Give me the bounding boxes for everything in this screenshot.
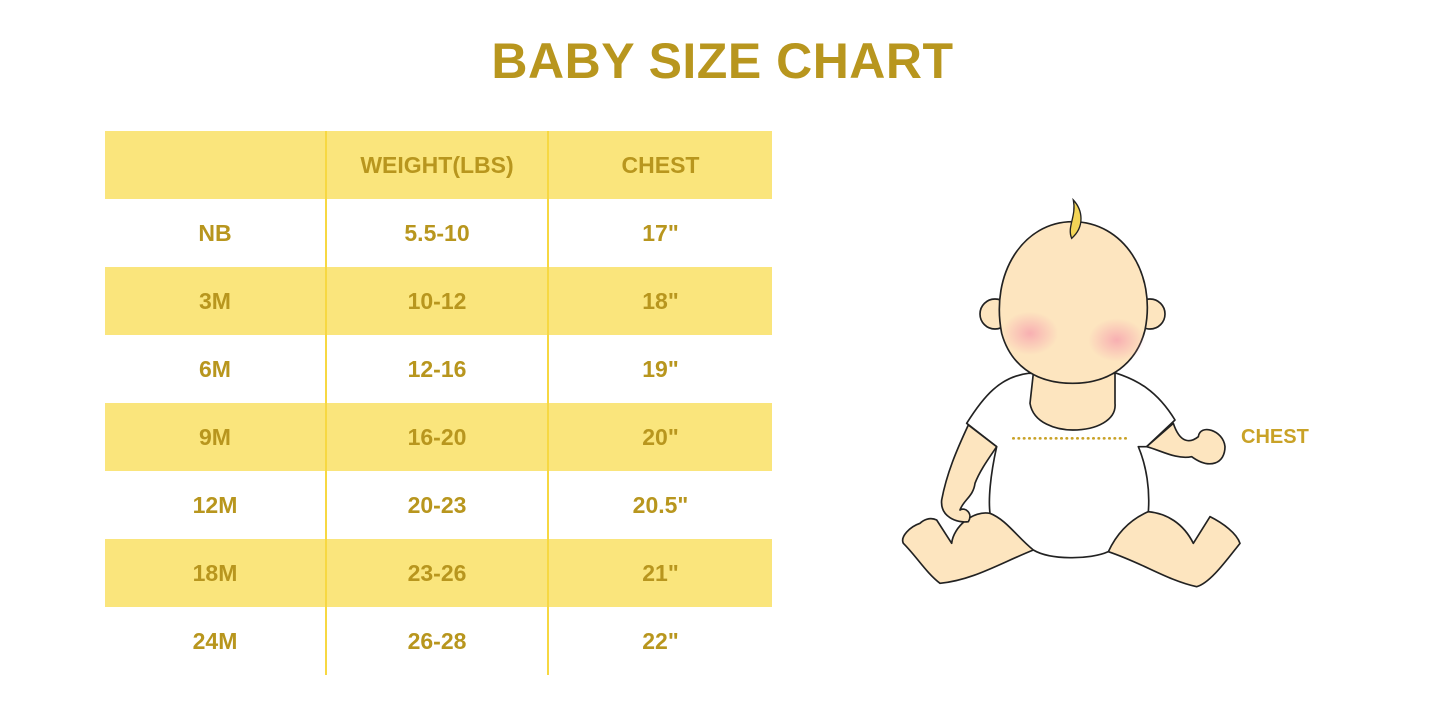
table-row: 3M 10-12 18" [105, 267, 772, 335]
chest-cell: 22" [642, 627, 679, 654]
chest-cell: 20" [642, 423, 679, 450]
header-chest: CHEST [621, 151, 700, 178]
table-row: 12M 20-23 20.5" [105, 471, 772, 539]
weight-cell: 16-20 [327, 403, 549, 471]
chest-cell: 21" [642, 559, 679, 586]
page-title: BABY SIZE CHART [491, 33, 954, 89]
table-row: 18M 23-26 21" [105, 539, 772, 607]
weight-cell: 5.5-10 [327, 199, 549, 267]
left-arm [940, 424, 998, 523]
chest-label: CHEST [1241, 426, 1309, 448]
table-row: NB 5.5-10 17" [105, 199, 772, 267]
weight-cell: 10-12 [327, 267, 549, 335]
neck [1029, 372, 1116, 431]
size-cell: 6M [105, 335, 327, 403]
chest-cell: 18" [642, 287, 679, 314]
weight-cell: 26-28 [327, 607, 549, 675]
right-arm [1145, 422, 1226, 465]
size-cell: 3M [105, 267, 327, 335]
chest-cell: 19" [642, 355, 679, 382]
hair-curl [1069, 197, 1082, 240]
size-cell: 18M [105, 539, 327, 607]
chest-cell: 17" [642, 219, 679, 246]
header-size [105, 131, 327, 199]
baby-illustration [901, 197, 1241, 588]
table-row: 9M 16-20 20" [105, 403, 772, 471]
size-cell: 24M [105, 607, 327, 675]
table-header-row: WEIGHT(LBS) CHEST [105, 131, 772, 199]
table-row: 24M 26-28 22" [105, 607, 772, 675]
table-row: 6M 12-16 19" [105, 335, 772, 403]
size-table: WEIGHT(LBS) CHEST NB 5.5-10 17" 3M 10-12… [105, 131, 772, 675]
weight-cell: 23-26 [327, 539, 549, 607]
chest-cell: 20.5" [632, 491, 689, 518]
header-weight: WEIGHT(LBS) [327, 131, 549, 199]
size-cell: NB [105, 199, 327, 267]
weight-cell: 12-16 [327, 335, 549, 403]
size-cell: 12M [105, 471, 327, 539]
size-cell: 9M [105, 403, 327, 471]
weight-cell: 20-23 [327, 471, 549, 539]
